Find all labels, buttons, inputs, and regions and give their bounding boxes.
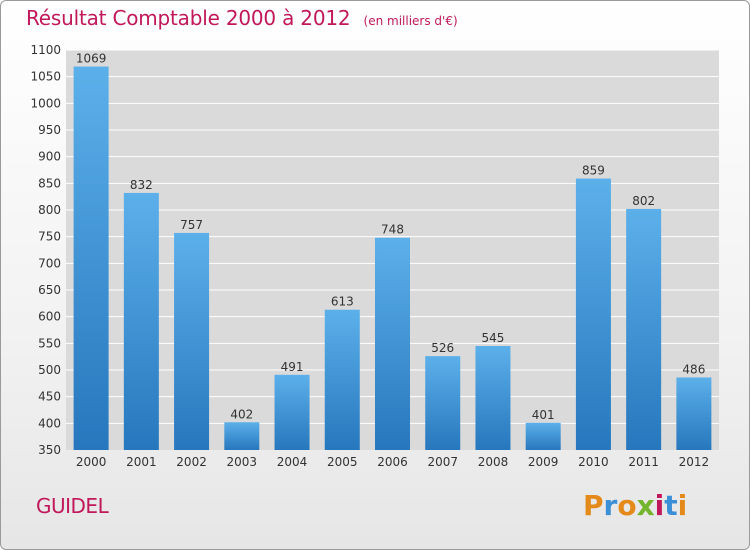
y-tick-label: 650 xyxy=(38,283,61,297)
y-tick-label: 850 xyxy=(38,176,61,190)
y-tick-label: 500 xyxy=(38,363,61,377)
y-tick-label: 1000 xyxy=(30,96,61,110)
bar-2010 xyxy=(576,179,611,450)
data-label-2006: 748 xyxy=(381,223,404,237)
data-label-2003: 402 xyxy=(230,407,253,421)
proxiti-logo: Proxiti xyxy=(583,489,687,522)
bar-2005 xyxy=(325,310,360,450)
y-tick-label: 950 xyxy=(38,123,61,137)
y-tick-label: 1050 xyxy=(30,70,61,84)
y-tick-label: 750 xyxy=(38,230,61,244)
y-tick-label: 600 xyxy=(38,310,61,324)
x-tick-label-2005: 2005 xyxy=(327,455,358,469)
data-label-2011: 802 xyxy=(632,194,655,208)
x-tick-label-2008: 2008 xyxy=(478,455,509,469)
data-label-2010: 859 xyxy=(582,164,605,178)
y-tick-label: 1100 xyxy=(30,43,61,57)
logo-letter: i xyxy=(655,489,665,522)
x-tick-label-2001: 2001 xyxy=(126,455,157,469)
bar-2012 xyxy=(676,377,711,450)
bar-2008 xyxy=(475,346,510,450)
data-label-2004: 491 xyxy=(281,360,304,374)
bar-2007 xyxy=(425,356,460,450)
y-tick-label: 900 xyxy=(38,150,61,164)
bar-2001 xyxy=(124,193,159,450)
bar-2002 xyxy=(174,233,209,450)
place-name: GUIDEL xyxy=(36,494,108,518)
x-tick-label-2012: 2012 xyxy=(679,455,710,469)
y-tick-label: 350 xyxy=(38,443,61,457)
data-label-2012: 486 xyxy=(682,362,705,376)
y-axis-ticks: 350 400 450 500 550 600 650 700 750 800 850 900 950 1… xyxy=(30,43,61,457)
x-tick-label-2007: 2007 xyxy=(427,455,458,469)
data-label-2005: 613 xyxy=(331,295,354,309)
logo-letter: x xyxy=(637,489,655,522)
x-tick-label-2010: 2010 xyxy=(578,455,609,469)
bar-2003 xyxy=(224,422,259,450)
y-tick-label: 700 xyxy=(38,256,61,270)
logo-letter: r xyxy=(604,489,618,522)
bar-chart: 350 400 450 500 550 600 650 700 750 800 850 900 950 1… xyxy=(0,0,750,550)
logo-letter: o xyxy=(617,489,636,522)
x-tick-label-2000: 2000 xyxy=(76,455,107,469)
data-label-2008: 545 xyxy=(482,331,505,345)
data-label-2007: 526 xyxy=(431,341,454,355)
x-tick-label-2004: 2004 xyxy=(277,455,308,469)
bar-2000 xyxy=(74,67,109,450)
y-tick-label: 450 xyxy=(38,390,61,404)
x-tick-label-2002: 2002 xyxy=(176,455,207,469)
x-tick-label-2006: 2006 xyxy=(377,455,408,469)
data-label-2001: 832 xyxy=(130,178,153,192)
bar-2004 xyxy=(275,375,310,450)
bar-2011 xyxy=(626,209,661,450)
y-tick-label: 400 xyxy=(38,416,61,430)
logo-letter: i xyxy=(678,489,688,522)
x-axis-ticks: 2000 2001 2002 2003 2004 2005 2006 2007 2008 2009… xyxy=(76,455,709,469)
y-tick-label: 550 xyxy=(38,336,61,350)
data-label-2009: 401 xyxy=(532,408,555,422)
x-tick-label-2003: 2003 xyxy=(227,455,258,469)
logo-letter: t xyxy=(664,489,677,522)
bar-2009 xyxy=(526,423,561,450)
data-label-2002: 757 xyxy=(180,218,203,232)
logo-letter: P xyxy=(583,489,604,522)
bar-2006 xyxy=(375,238,410,450)
y-tick-label: 800 xyxy=(38,203,61,217)
data-label-2000: 1069 xyxy=(76,52,107,66)
x-tick-label-2009: 2009 xyxy=(528,455,559,469)
x-tick-label-2011: 2011 xyxy=(628,455,659,469)
